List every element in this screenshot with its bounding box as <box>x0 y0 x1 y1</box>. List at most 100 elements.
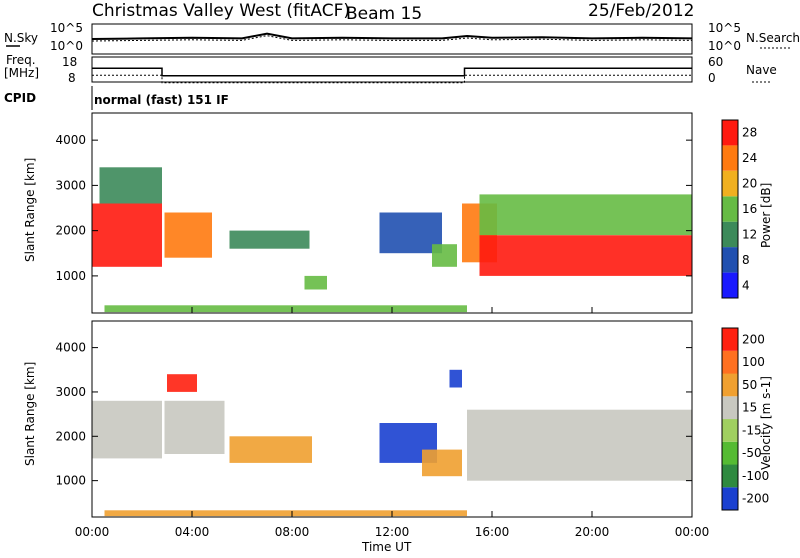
date-label: 25/Feb/2012 <box>588 1 694 21</box>
colorbar-tick-label: 200 <box>742 332 765 346</box>
colorbar-segment <box>722 464 738 488</box>
heatmap-region-0 <box>92 400 162 459</box>
colorbar-segment <box>722 373 738 397</box>
nsearch-label: N.Search <box>746 31 800 45</box>
colorbar-segment <box>722 196 738 222</box>
colorbar-tick-label: 4 <box>742 278 750 292</box>
colorbar-tick-label: 12 <box>742 227 757 241</box>
colorbar-segment <box>722 328 738 351</box>
colorbar-frame <box>721 119 739 299</box>
colorbar-tick-label: -50 <box>742 446 762 460</box>
colorbar-tick-label: 50 <box>742 378 757 392</box>
power-heatmap <box>92 167 692 313</box>
time-tick-label: 00:00 <box>675 525 710 539</box>
heatmap-region-9 <box>479 194 692 236</box>
heatmap-region-2 <box>164 212 212 258</box>
colorbar-tick-label: -100 <box>742 469 769 483</box>
heatmap-region-3 <box>229 436 312 463</box>
range-tick-label: 4000 <box>55 133 86 147</box>
heatmap-region-4 <box>304 275 327 290</box>
noise-tick-top-right: 10^5 <box>708 21 741 35</box>
noise-search-line <box>91 35 693 42</box>
colorbar-segment <box>722 419 738 442</box>
colorbar-frame <box>721 327 739 511</box>
power-colorbar: 28 24 20 16 12 8 4 <box>721 119 757 299</box>
time-tick-label: 12:00 <box>375 525 410 539</box>
cpid-label: CPID <box>4 91 36 105</box>
heatmap-region-8 <box>479 235 692 276</box>
range-tick-label: 1000 <box>55 269 86 283</box>
heatmap-region-7 <box>467 409 692 481</box>
colorbar-tick-label: 28 <box>742 126 757 140</box>
colorbar-segment <box>722 396 738 420</box>
cpid-value: normal (fast) 151 IF <box>94 93 229 107</box>
colorbar-segment <box>722 247 738 273</box>
heatmap-region-8 <box>104 510 467 517</box>
range-tick-label: 1000 <box>55 474 86 488</box>
noise-tick-bottom-right: 10^0 <box>708 39 741 53</box>
time-tick-label: 08:00 <box>275 525 310 539</box>
heatmap-region-3 <box>229 230 310 249</box>
colorbar-tick-label: 100 <box>742 355 765 369</box>
power-range-axis-label: Slant Range [km] <box>23 158 37 262</box>
noise-tick-bottom: 10^0 <box>50 39 83 53</box>
colorbar-segment <box>722 120 738 146</box>
colorbar-segment <box>722 350 738 374</box>
colorbar-tick-label: 8 <box>742 253 750 267</box>
colorbar-tick-label: 16 <box>742 202 757 216</box>
time-tick-label: 00:00 <box>75 525 110 539</box>
colorbar-segment <box>722 170 738 197</box>
colorbar-tick-label: 15 <box>742 401 757 415</box>
velocity-range-ticks: 1000 2000 3000 4000 <box>55 341 692 488</box>
range-tick-label: 3000 <box>55 385 86 399</box>
power-range-ticks: 1000 2000 3000 4000 <box>55 133 692 283</box>
station-title: Christmas Valley West (fitACF) <box>92 1 350 21</box>
time-tick-label: 04:00 <box>175 525 210 539</box>
heatmap-region-1 <box>99 167 162 204</box>
nave-tick-bottom: 0 <box>708 71 716 85</box>
colorbar-segment <box>722 145 738 171</box>
freq-unit: [MHz] <box>4 66 39 80</box>
time-tick-label: 16:00 <box>475 525 510 539</box>
range-tick-label: 2000 <box>55 224 86 238</box>
freq-tick-top: 18 <box>62 55 77 69</box>
range-tick-label: 2000 <box>55 429 86 443</box>
colorbar-tick-label: 24 <box>742 151 757 165</box>
heatmap-region-1 <box>164 400 225 454</box>
nave-line <box>92 74 692 84</box>
colorbar-tick-label: -200 <box>742 492 769 506</box>
heatmap-region-2 <box>167 374 197 392</box>
heatmap-region-6 <box>432 244 457 267</box>
range-tick-label: 4000 <box>55 341 86 355</box>
noise-sky-line <box>91 32 693 40</box>
beam-label: Beam 15 <box>346 4 422 24</box>
heatmap-region-6 <box>449 369 462 388</box>
colorbar-tick-label: 20 <box>742 177 757 191</box>
freq-label: Freq. <box>6 53 36 67</box>
heatmap-region-5 <box>422 449 462 477</box>
time-axis-ticks: 00:00 04:00 08:00 12:00 16:00 20:00 00:00 <box>75 307 710 539</box>
noise-tick-top: 10^5 <box>50 21 83 35</box>
heatmap-region-5 <box>379 212 442 254</box>
time-tick-label: 20:00 <box>575 525 610 539</box>
velocity-colorbar-label: Velocity [m s-1] <box>759 376 773 470</box>
colorbar-tick-label: -15 <box>742 423 762 437</box>
colorbar-segment <box>722 221 738 248</box>
colorbar-segment <box>722 487 738 511</box>
time-axis-label: Time UT <box>361 540 412 554</box>
nave-tick-top: 60 <box>708 55 723 69</box>
heatmap-region-10 <box>104 305 467 313</box>
freq-tick-bottom: 8 <box>68 71 76 85</box>
freq-panel-frame <box>91 56 693 83</box>
nsky-label: N.Sky <box>4 31 38 45</box>
velocity-range-axis-label: Slant Range [km] <box>23 362 37 466</box>
velocity-colorbar: 200 100 50 15 -15 -50 -100 -200 <box>721 327 769 511</box>
nave-label: Nave <box>746 63 777 77</box>
velocity-heatmap <box>92 369 692 517</box>
freq-line <box>92 67 692 77</box>
heatmap-region-0 <box>92 203 162 267</box>
colorbar-segment <box>722 272 738 298</box>
colorbar-segment <box>722 441 738 465</box>
